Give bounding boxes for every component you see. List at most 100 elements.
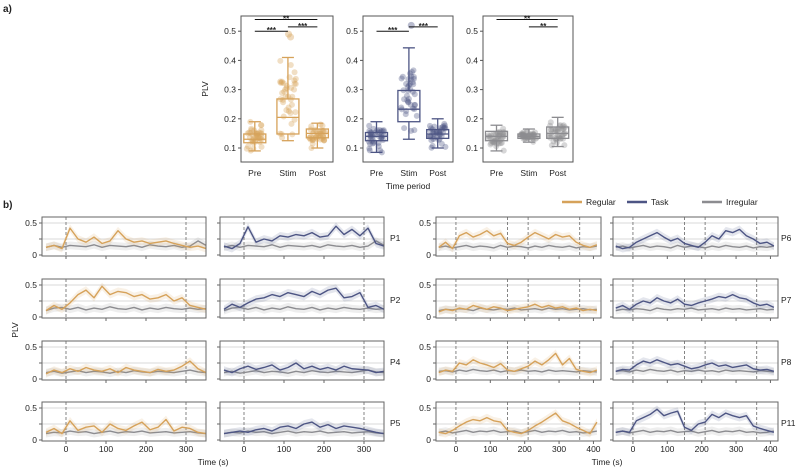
data-point — [428, 144, 435, 151]
y-tick-label: 0 — [32, 312, 37, 322]
data-point — [285, 108, 292, 115]
participant-label: P2 — [390, 295, 401, 305]
significance-label: *** — [419, 22, 429, 31]
y-tick-label: 0.5 — [224, 26, 236, 36]
data-point — [277, 78, 284, 85]
data-point — [312, 126, 319, 133]
data-point — [291, 86, 298, 93]
y-tick-label: 0.5 — [25, 403, 37, 413]
axes-frame — [41, 278, 207, 319]
data-point — [366, 122, 373, 129]
confidence-band-regular — [438, 409, 597, 438]
data-point — [409, 105, 416, 112]
series-line-task — [615, 293, 775, 311]
series-line-irregular — [223, 369, 385, 374]
axes-frame — [362, 15, 454, 163]
data-point — [410, 81, 417, 88]
y-tick-label: 0 — [32, 250, 37, 260]
data-point — [258, 122, 265, 129]
data-point — [402, 111, 409, 118]
x-tick-label: 300 — [179, 444, 193, 454]
series-line-irregular — [45, 306, 207, 312]
data-point — [374, 127, 381, 134]
timeseries-panel-p2-task — [217, 278, 385, 321]
data-point — [553, 127, 560, 134]
data-point — [405, 95, 412, 102]
data-point — [254, 133, 261, 140]
timeseries-panel-p5-task — [217, 401, 385, 444]
confidence-band-regular — [46, 415, 206, 438]
data-point — [321, 137, 328, 144]
participant-label: P6 — [781, 233, 792, 243]
y-axis-label-a: PLV — [200, 81, 210, 97]
box — [546, 126, 570, 140]
y-tick-label: 0.4 — [346, 55, 358, 65]
series-line-regular — [438, 303, 598, 313]
confidence-band-task — [224, 222, 384, 253]
data-point — [292, 75, 299, 82]
data-point — [292, 109, 299, 116]
y-tick-label: 0.5 — [419, 280, 431, 290]
x-tick-label: Pre — [370, 168, 384, 178]
data-point — [283, 82, 290, 89]
x-tick-label: Pre — [490, 168, 504, 178]
data-point — [439, 124, 446, 131]
x-tick-label: Post — [549, 168, 567, 178]
data-point — [554, 126, 561, 133]
data-point — [408, 73, 415, 80]
outlier-point — [287, 33, 295, 41]
timeseries-panel-p6-task — [610, 216, 779, 259]
series-line-irregular — [45, 369, 207, 374]
y-tick-label: 0 — [426, 312, 431, 322]
confidence-band-irregular — [46, 366, 206, 378]
series-line-irregular — [223, 240, 385, 249]
y-tick-label: 0 — [32, 374, 37, 384]
data-point — [399, 73, 406, 80]
data-point — [287, 109, 294, 116]
participant-label: P5 — [390, 418, 401, 428]
data-point — [431, 123, 438, 130]
x-tick-label: 0 — [454, 444, 459, 454]
timeseries-panel-p1-task — [217, 216, 385, 259]
confidence-band-irregular — [224, 366, 384, 378]
box — [276, 98, 300, 135]
data-point — [547, 119, 554, 126]
data-point — [285, 104, 292, 111]
timeseries-panel-p1-regular — [39, 216, 207, 259]
series-line-task — [223, 225, 385, 250]
y-tick-label: 0.5 — [419, 218, 431, 228]
y-tick-label: 0.4 — [224, 55, 236, 65]
data-point — [403, 92, 410, 99]
x-tick-label: 200 — [317, 444, 331, 454]
data-point — [309, 137, 316, 144]
data-point — [492, 130, 499, 137]
data-point — [309, 140, 316, 147]
data-point — [549, 126, 556, 133]
axes-frame — [482, 15, 574, 163]
confidence-band-regular — [438, 226, 597, 253]
data-point — [426, 122, 433, 129]
data-point — [378, 135, 385, 142]
data-point — [404, 97, 411, 104]
x-tick-label: 200 — [518, 444, 532, 454]
data-point — [309, 137, 316, 144]
timeseries-panel-p8-regular — [433, 340, 602, 383]
data-point — [376, 126, 383, 133]
y-axis-label-b: PLV — [10, 322, 20, 338]
data-point — [412, 101, 419, 108]
data-point — [245, 143, 252, 150]
data-point — [371, 138, 378, 145]
legend-label-regular: Regular — [586, 197, 616, 207]
axes-frame — [219, 278, 385, 319]
data-point — [247, 129, 254, 136]
data-point — [282, 86, 289, 93]
series-line-regular — [438, 412, 598, 435]
panel-label-a: a) — [3, 4, 12, 15]
data-point — [278, 79, 285, 86]
timeseries-panel-p11-regular — [433, 401, 602, 444]
data-point — [369, 140, 376, 147]
data-point — [279, 96, 286, 103]
series-line-task — [223, 362, 385, 374]
series-line-irregular — [223, 306, 385, 312]
